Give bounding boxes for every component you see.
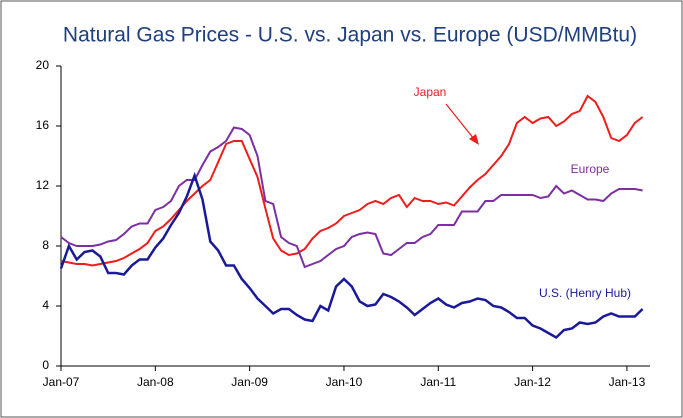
x-tick-label: Jan-07 [43,375,80,389]
series-line [59,171,644,340]
y-tick-label: 0 [42,358,49,372]
annotation-arrowhead [469,134,479,145]
y-tick-label: 20 [36,58,50,72]
series-line [60,94,644,267]
y-tick-label: 12 [36,178,50,192]
annotation-arrow [445,103,475,140]
series-label: Europe [571,162,610,176]
y-tick-label: 8 [42,238,49,252]
series-line [60,126,643,269]
y-tick-label: 16 [36,118,50,132]
x-tick-label: Jan-08 [137,375,174,389]
series-label: U.S. (Henry Hub) [539,286,631,300]
chart-title: Natural Gas Prices - U.S. vs. Japan vs. … [63,24,637,47]
x-tick-label: Jan-09 [231,375,268,389]
x-tick-label: Jan-12 [514,375,551,389]
series-label: Japan [414,85,447,99]
y-tick-label: 4 [42,298,49,312]
x-tick-label: Jan-11 [420,375,456,389]
x-tick-label: Jan-13 [609,375,646,389]
x-tick-label: Jan-10 [326,375,363,389]
